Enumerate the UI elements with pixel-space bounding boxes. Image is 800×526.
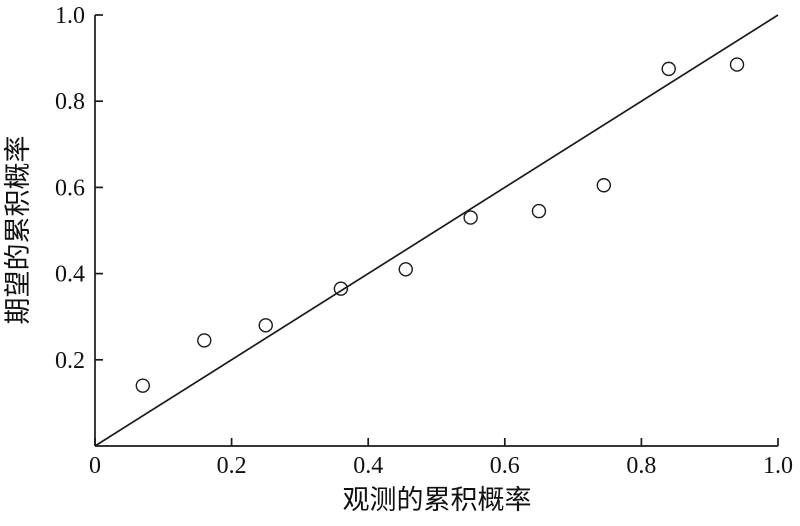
reference-line	[94, 14, 779, 447]
data-point	[398, 262, 413, 277]
y-axis-label: 期望的累积概率	[3, 136, 33, 325]
x-axis-label: 观测的累积概率	[343, 485, 532, 515]
data-point	[661, 61, 676, 77]
x-tick-label: 0	[89, 453, 101, 479]
x-tick-label: 0.4	[353, 453, 383, 479]
data-point	[197, 333, 212, 348]
x-tick-label: 0.2	[217, 453, 247, 479]
y-tick-label: 0.2	[55, 348, 85, 374]
x-tick-label: 0.8	[626, 453, 656, 479]
data-point	[135, 378, 151, 393]
y-tick-label: 0.4	[55, 262, 85, 288]
y-tick-label: 0.6	[55, 175, 85, 201]
data-point	[258, 318, 273, 333]
data-point	[729, 57, 745, 72]
x-tick-label: 0.6	[490, 453, 520, 479]
x-tick-label: 1.0	[763, 453, 793, 479]
data-point	[463, 210, 478, 225]
data-point	[596, 178, 612, 193]
y-tick-label: 1.0	[55, 3, 85, 29]
chart-layer: 0 0.2 0.4 0.6 0.8 1.0 0.2 0.4 0.6 0.8 1.0	[55, 3, 793, 479]
y-tick-label: 0.8	[55, 89, 85, 115]
data-point	[531, 203, 547, 219]
